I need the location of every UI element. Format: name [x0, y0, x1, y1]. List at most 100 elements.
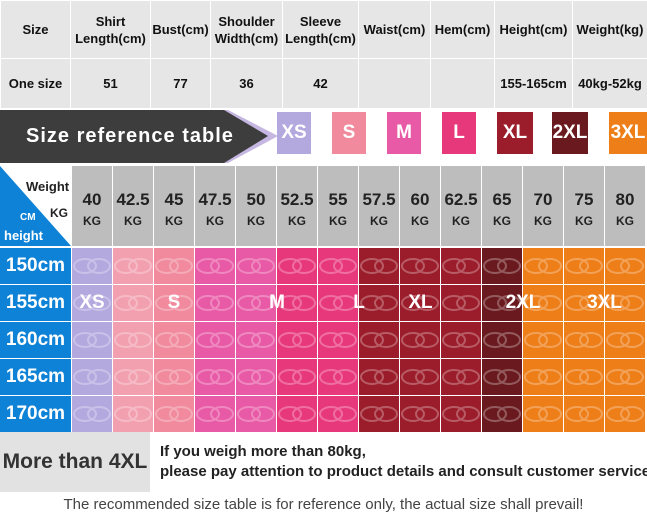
measurement-header-row: Size Shirt Length(cm) Bust(cm) Shoulder … — [0, 0, 647, 59]
cell-pattern-icon — [442, 295, 480, 311]
grid-cell — [277, 396, 317, 432]
grid-cell — [482, 285, 522, 321]
grid-cell — [195, 322, 235, 358]
size-chip-s: S — [332, 112, 366, 154]
grid-cell — [72, 285, 112, 321]
weight-value: 40 — [82, 190, 102, 209]
grid-cell — [154, 359, 194, 395]
value-weight: 40kg-52kg — [572, 58, 647, 109]
cell-pattern-icon — [565, 406, 603, 422]
grid-cell — [523, 396, 563, 432]
measurement-table: Size Shirt Length(cm) Bust(cm) Shoulder … — [0, 0, 647, 109]
value-shirt-length: 51 — [70, 58, 151, 109]
value-size: One size — [0, 58, 71, 109]
grid-cell — [605, 396, 645, 432]
weight-unit: KG — [370, 214, 388, 228]
cell-pattern-icon — [442, 369, 480, 385]
height-row-160cm: 160cm — [0, 322, 71, 358]
weight-unit: KG — [83, 214, 101, 228]
grid-cell — [277, 359, 317, 395]
grid-cell — [400, 322, 440, 358]
grid-cell — [523, 322, 563, 358]
weight-value: 65 — [492, 190, 512, 209]
weight-column-75: 75 KG — [564, 166, 604, 246]
cell-pattern-icon — [606, 258, 644, 274]
weight-column-57-5: 57.5 KG — [359, 166, 399, 246]
grid-cell — [236, 322, 276, 358]
cell-pattern-icon — [73, 406, 111, 422]
grid-cell — [605, 322, 645, 358]
notice-line-2: please pay attention to product details … — [160, 463, 647, 480]
weight-column-70: 70 KG — [523, 166, 563, 246]
cell-pattern-icon — [524, 406, 562, 422]
cell-pattern-icon — [114, 369, 152, 385]
cell-pattern-icon — [483, 332, 521, 348]
grid-cell — [359, 248, 399, 284]
grid-cell — [195, 396, 235, 432]
grid-cell — [195, 248, 235, 284]
size-label-s: S — [167, 292, 181, 313]
cell-pattern-icon — [196, 369, 234, 385]
height-axis-label: height — [4, 228, 43, 243]
grid-cell — [523, 248, 563, 284]
cell-pattern-icon — [606, 332, 644, 348]
cell-pattern-icon — [237, 258, 275, 274]
banner-arrow — [0, 110, 268, 163]
grid-cell — [113, 396, 153, 432]
weight-unit: KG — [247, 214, 265, 228]
weight-column-47-5: 47.5 KG — [195, 166, 235, 246]
cell-pattern-icon — [278, 258, 316, 274]
cell-pattern-icon — [155, 406, 193, 422]
cell-pattern-icon — [483, 258, 521, 274]
cm-axis-label: CM — [20, 212, 36, 223]
cell-pattern-icon — [319, 258, 357, 274]
grid-cell — [400, 285, 440, 321]
weight-unit: KG — [575, 214, 593, 228]
grid-cell — [277, 322, 317, 358]
cell-pattern-icon — [606, 295, 644, 311]
grid-cell — [400, 396, 440, 432]
notice-box: If you weigh more than 80kg, please pay … — [150, 432, 647, 492]
grid-cell — [441, 248, 481, 284]
grid-cell — [154, 248, 194, 284]
grid-cell — [441, 396, 481, 432]
weight-axis-label: Weight — [26, 179, 70, 194]
size-chip-m: M — [387, 112, 421, 154]
cell-pattern-icon — [606, 406, 644, 422]
cell-pattern-icon — [565, 258, 603, 274]
grid-cell — [359, 322, 399, 358]
cell-pattern-icon — [360, 295, 398, 311]
size-chip-2xl: 2XL — [552, 112, 588, 154]
header-shoulder-width: Shoulder Width(cm) — [210, 0, 283, 59]
grid-cell — [441, 322, 481, 358]
size-label-xl: XL — [408, 292, 433, 313]
cell-pattern-icon — [237, 295, 275, 311]
grid-cell — [236, 359, 276, 395]
grid-cell — [318, 322, 358, 358]
grid-cell — [72, 359, 112, 395]
grid-cell — [400, 248, 440, 284]
grid-cell — [236, 396, 276, 432]
grid-cell — [482, 248, 522, 284]
grid-cell — [605, 285, 645, 321]
cell-pattern-icon — [319, 332, 357, 348]
cell-pattern-icon — [565, 295, 603, 311]
header-waist: Waist(cm) — [358, 0, 431, 59]
weight-unit: KG — [206, 214, 224, 228]
weight-value: 62.5 — [444, 190, 478, 209]
cell-pattern-icon — [360, 258, 398, 274]
weight-column-52-5: 52.5 KG — [277, 166, 317, 246]
cell-pattern-icon — [278, 295, 316, 311]
cell-pattern-icon — [73, 295, 111, 311]
value-bust: 77 — [150, 58, 211, 109]
disclaimer: The recommended size table is for refere… — [63, 496, 584, 513]
kg-axis-label: KG — [50, 206, 68, 220]
weight-unit: KG — [411, 214, 429, 228]
header-size: Size — [0, 0, 71, 59]
grid-cell — [605, 359, 645, 395]
cell-pattern-icon — [155, 295, 193, 311]
grid-cell — [523, 285, 563, 321]
cell-pattern-icon — [237, 369, 275, 385]
value-height: 155-165cm — [494, 58, 573, 109]
grid-cell — [564, 396, 604, 432]
